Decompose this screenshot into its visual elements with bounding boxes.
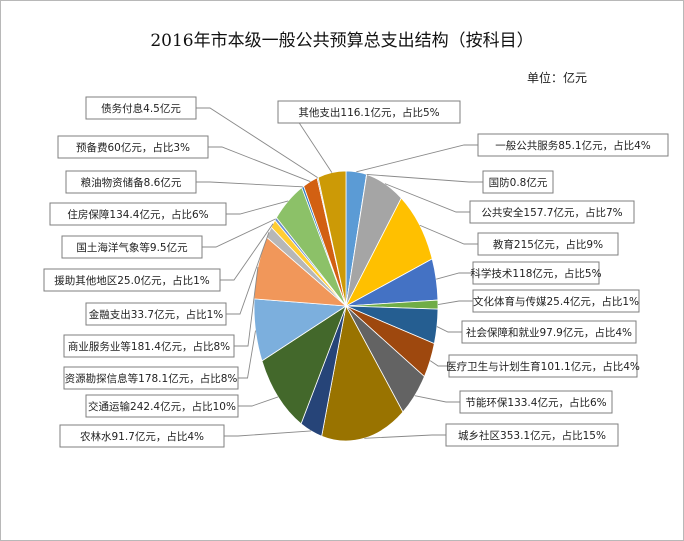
chart-title: 2016年市本级一般公共预算总支出结构（按科目）	[150, 31, 534, 51]
slice-label-box	[472, 289, 640, 313]
leader-line	[226, 200, 289, 215]
leader-line	[238, 330, 256, 379]
slice-label: 国土海洋气象等9.5亿元	[76, 241, 188, 254]
slice-label: 其他支出116.1亿元，占比5%	[298, 106, 439, 119]
slice-label-box	[85, 96, 197, 120]
slice-label: 国防0.8亿元	[489, 176, 548, 189]
leader-line	[364, 434, 446, 439]
leader-lines	[196, 107, 483, 439]
leader-line	[429, 360, 449, 367]
leader-line	[238, 396, 279, 407]
slice-label: 援助其他地区25.0亿元，占比1%	[54, 274, 210, 287]
slice-label-box	[477, 232, 619, 256]
slice-label-box	[277, 100, 461, 124]
pie-slice	[321, 304, 404, 442]
leader-line	[437, 300, 473, 306]
slice-label: 粮油物资储备8.6亿元	[81, 176, 182, 189]
leader-line	[226, 232, 270, 315]
slice-label-box	[85, 302, 227, 326]
slice-label: 资源勘探信息等178.1亿元，占比8%	[65, 372, 238, 385]
slice-label-box	[65, 170, 197, 194]
slice-label: 教育215亿元，占比9%	[493, 238, 603, 251]
slice-label: 金融支出33.7亿元，占比1%	[89, 308, 224, 321]
slice-label-box	[85, 394, 239, 418]
slice-label: 公共安全157.7亿元，占比7%	[481, 206, 622, 219]
leader-line	[436, 326, 462, 333]
pie-slice	[317, 170, 347, 307]
slice-label-box	[445, 423, 619, 447]
slice-label-box	[49, 202, 227, 226]
slice-label: 债务付息4.5亿元	[101, 102, 181, 115]
slice-label-box	[61, 235, 203, 259]
leader-line	[196, 107, 318, 178]
slice-label: 一般公共服务85.1亿元，占比4%	[495, 139, 651, 152]
leader-line	[202, 218, 276, 248]
slice-label: 预备费60亿元，占比3%	[76, 141, 190, 154]
slice-label: 医疗卫生与计划生育101.1亿元，占比4%	[446, 360, 640, 373]
slice-label: 交通运输242.4亿元，占比10%	[88, 400, 236, 413]
leader-line	[384, 183, 470, 213]
slice-label-box	[63, 366, 239, 390]
slice-label: 文化体育与传媒25.4亿元，占比1%	[473, 295, 639, 308]
leader-line	[436, 272, 473, 280]
leader-line	[356, 144, 478, 173]
slice-label: 节能环保133.4亿元，占比6%	[465, 396, 606, 409]
leader-line	[220, 223, 274, 281]
slice-label: 科学技术118亿元，占比5%	[470, 267, 601, 280]
leader-line	[208, 146, 311, 183]
slice-label-box	[472, 261, 600, 285]
pie-slice	[261, 304, 347, 425]
slice-label-box	[477, 133, 669, 157]
slice-label-box	[448, 354, 638, 378]
slice-label: 住房保障134.4亿元，占比6%	[67, 208, 208, 221]
slice-label-box	[461, 320, 637, 344]
slice-label-box	[43, 268, 221, 292]
slice-label-box	[57, 135, 209, 159]
slice-label-box	[469, 200, 635, 224]
slice-labels: 一般公共服务85.1亿元，占比4% 国防0.8亿元公共安全157.7亿元，占比7%…	[43, 96, 669, 448]
leader-line	[414, 395, 460, 403]
leader-line	[234, 266, 259, 347]
leader-line	[366, 173, 483, 183]
slice-label: 农林水91.7亿元，占比4%	[80, 430, 204, 443]
slice-label: 商业服务业等181.4亿元，占比8%	[68, 340, 230, 353]
slice-label: 城乡社区353.1亿元，占比15%	[458, 429, 606, 442]
slice-label-box	[482, 170, 554, 194]
leader-line	[196, 181, 303, 188]
leader-line	[224, 430, 312, 437]
leader-line	[419, 224, 478, 245]
unit-label: 单位：亿元	[527, 71, 588, 85]
slice-label: 社会保障和就业97.9亿元，占比4%	[466, 326, 632, 339]
slice-label-box	[459, 390, 613, 414]
slice-label-box	[59, 424, 225, 448]
slice-label-box	[63, 334, 235, 358]
pie-slices	[253, 170, 439, 442]
